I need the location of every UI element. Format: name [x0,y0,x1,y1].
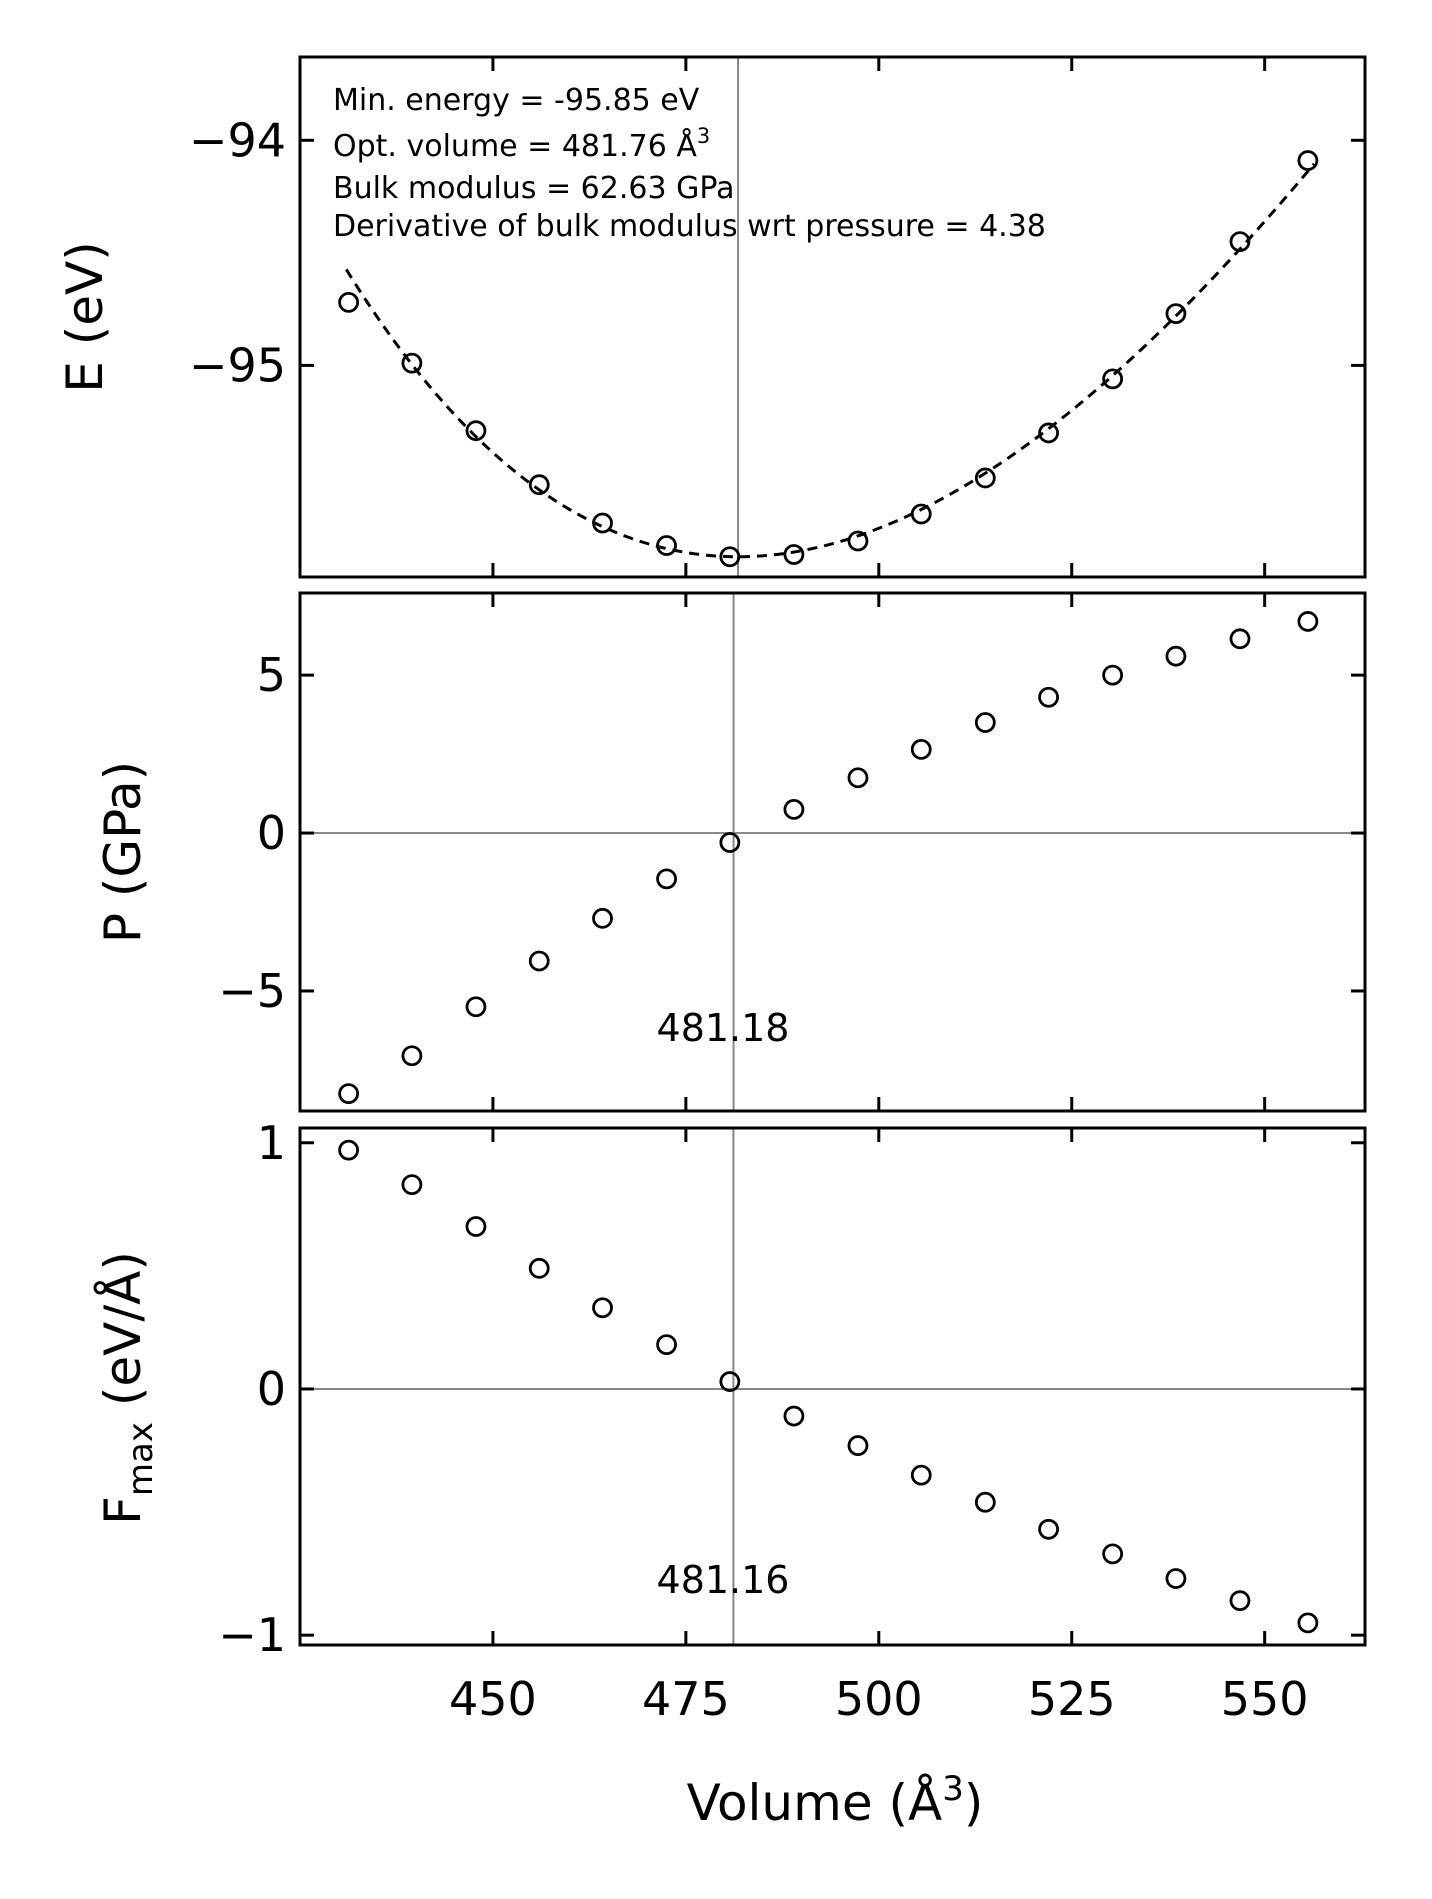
pressure-panel: −5 0 5 481.18 P (GPa) [94,591,1367,1113]
data-point [1165,645,1187,667]
volume-xlabel-main: Volume (Å [687,1774,943,1832]
data-point [910,1464,932,1486]
energy-panel: −95 −94 Min. energy = -95.85 eV Opt. volu… [56,55,1367,579]
force-reference-lines [300,1128,1365,1645]
energy-ylabel: E (eV) [56,241,114,392]
data-point [1229,231,1251,252]
force-ylabel-sub: max [121,1422,161,1496]
data-point [847,767,869,789]
data-point [656,535,677,556]
data-point [1165,303,1187,325]
pressure-points [338,611,1319,1105]
ytick-label: −95 [189,338,286,392]
data-point [1102,1543,1124,1565]
data-point [1038,686,1059,708]
data-point [465,996,487,1018]
force-panel: −1 0 1 450 475 500 525 550 481.16 Fmax (eV/Å) [94,1116,1367,1726]
data-point [592,1297,613,1319]
force-vline-label: 481.16 [657,1558,790,1602]
pressure-reference-lines [300,593,1365,1111]
pressure-ylabel: P (GPa) [94,761,152,943]
force-points [338,1139,1319,1634]
pressure-vline-label: 481.18 [657,1006,790,1050]
data-point [401,1174,423,1196]
annotation-opt-volume-sup: 3 [697,124,710,148]
annotation-min-energy: Min. energy = -95.85 eV [333,83,700,118]
data-point [592,907,613,929]
data-point [656,1334,677,1356]
force-ylabel: Fmax (eV/Å) [94,1251,161,1525]
data-point [847,530,869,552]
data-point [1297,611,1319,632]
data-point [974,1491,996,1513]
data-point [847,1435,869,1456]
data-point [783,544,805,565]
xtick-label: 500 [835,1672,923,1726]
data-point [338,291,360,313]
data-point [719,546,741,568]
ytick-label: 0 [257,806,286,860]
data-point [465,420,487,442]
energy-points [338,150,1319,568]
pressure-axes-frame [298,591,1367,1113]
data-point [401,352,423,374]
data-point [1165,1568,1187,1589]
annotation-bulk-modulus: Bulk modulus = 62.63 GPa [333,171,734,206]
data-point [1229,628,1251,650]
data-point [974,712,996,733]
data-point [719,1371,741,1392]
data-point [465,1216,487,1237]
data-point [783,1405,805,1427]
data-point [401,1045,423,1067]
annotation-opt-volume: Opt. volume = 481.76 Å3 [333,124,710,164]
energy-annotations: Min. energy = -95.85 eV Opt. volume = 48… [333,83,1046,244]
energy-axes-frame [298,55,1367,579]
ytick-label: 5 [257,648,286,702]
data-point [783,798,805,820]
data-point [1038,422,1059,444]
annotation-bulk-derivative: Derivative of bulk modulus wrt pressure … [333,209,1046,244]
force-ylabel-units: (eV/Å) [94,1251,152,1422]
data-point [528,474,550,496]
force-ylabel-main: F [94,1496,152,1525]
force-axes-frame [298,1126,1367,1647]
pressure-ticks: −5 0 5 [218,593,1365,1111]
xtick-label: 450 [449,1672,537,1726]
data-point [1102,664,1124,686]
data-point [1102,368,1124,390]
volume-xlabel-sup: 3 [942,1769,964,1809]
data-point [1297,1612,1319,1634]
ytick-label: −5 [218,964,286,1018]
data-point [592,512,613,534]
data-point [719,832,741,853]
ytick-label: 1 [257,1116,286,1170]
volume-xlabel-close: ) [964,1774,984,1832]
ytick-label: −94 [189,113,286,167]
energy-fit-curve [345,162,1316,559]
data-point [974,467,996,489]
volume-xlabel: Volume (Å3) [687,1769,984,1832]
data-point [338,1083,360,1105]
xtick-label: 475 [642,1672,730,1726]
data-point [338,1139,360,1161]
data-point [528,1257,550,1279]
data-point [910,738,932,760]
annotation-opt-volume-text: Opt. volume = 481.76 Å [333,128,697,164]
ytick-label: 0 [257,1362,286,1416]
xtick-label: 550 [1221,1672,1309,1726]
data-point [656,868,677,890]
data-point [1229,1590,1251,1612]
data-point [910,503,932,525]
data-point [528,950,550,972]
xtick-label: 525 [1028,1672,1116,1726]
data-point [1038,1518,1059,1540]
force-ticks: −1 0 1 450 475 500 525 550 [218,1116,1365,1726]
ytick-label: −1 [218,1608,286,1662]
energy-ticks: −95 −94 [189,57,1365,577]
data-point [1297,150,1319,171]
